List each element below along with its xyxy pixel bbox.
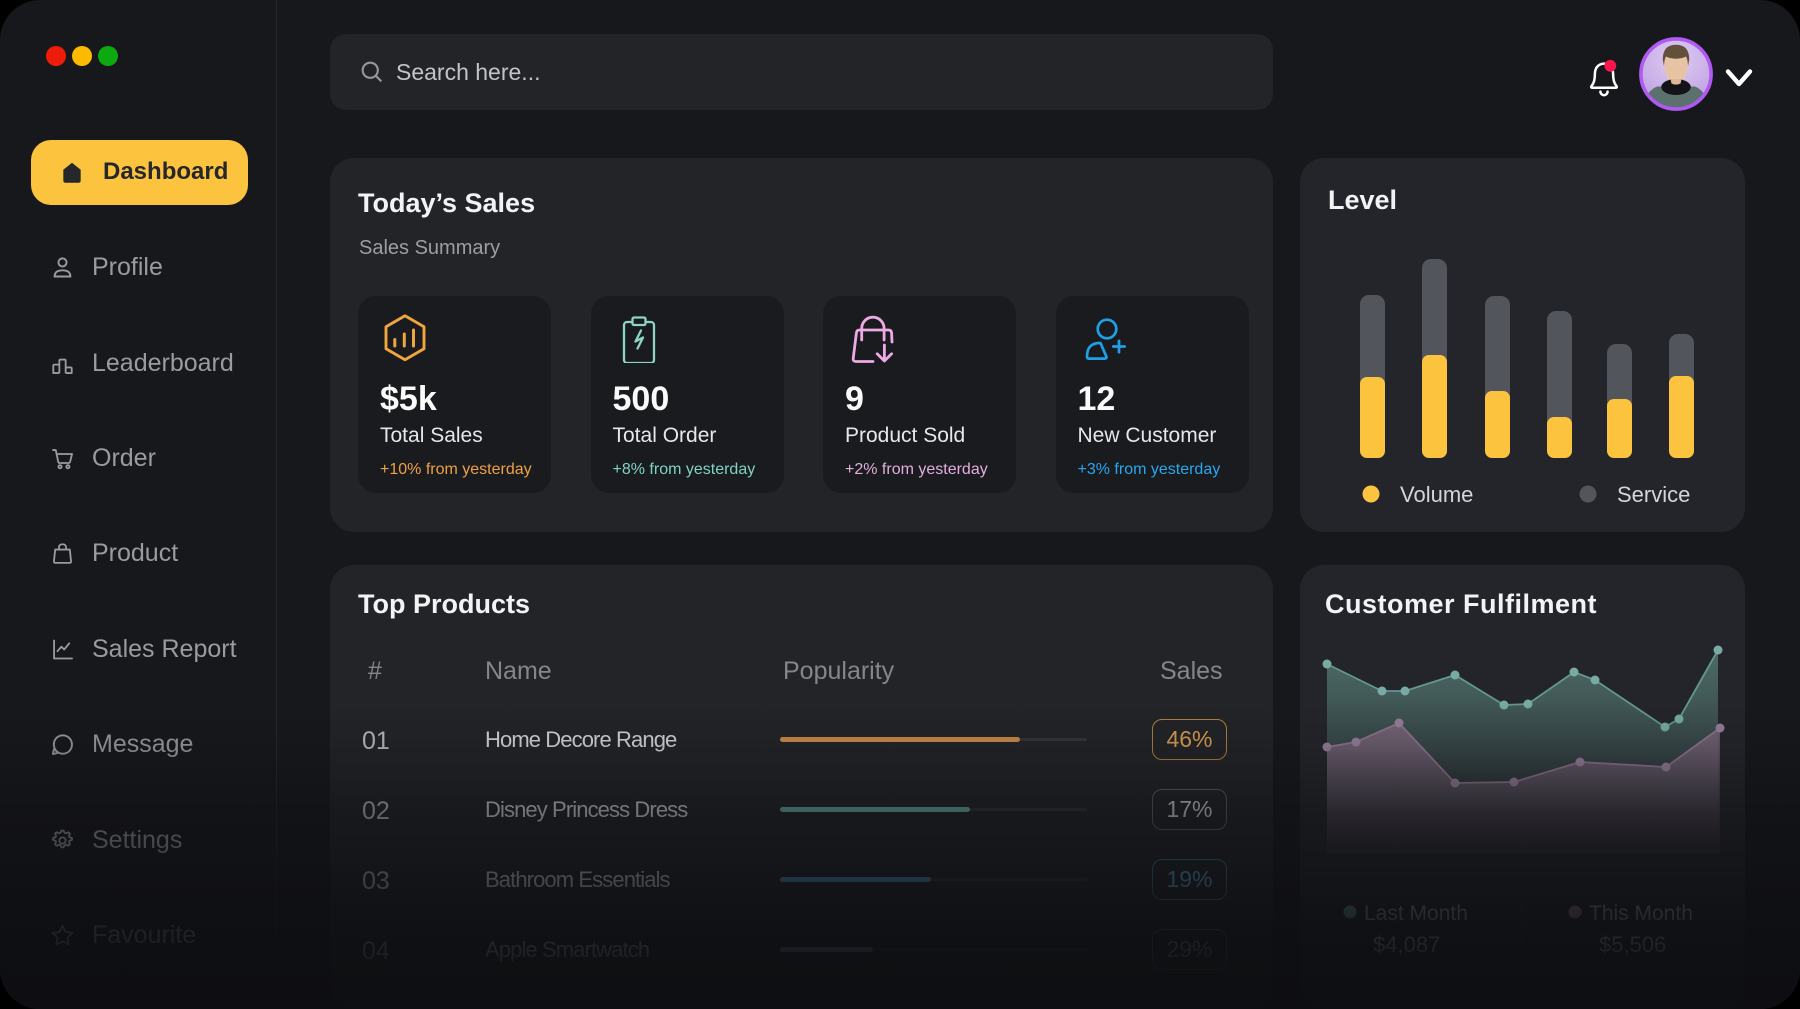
svg-text:Service: Service [1617,482,1690,507]
svg-text:Volume: Volume [1400,482,1473,507]
